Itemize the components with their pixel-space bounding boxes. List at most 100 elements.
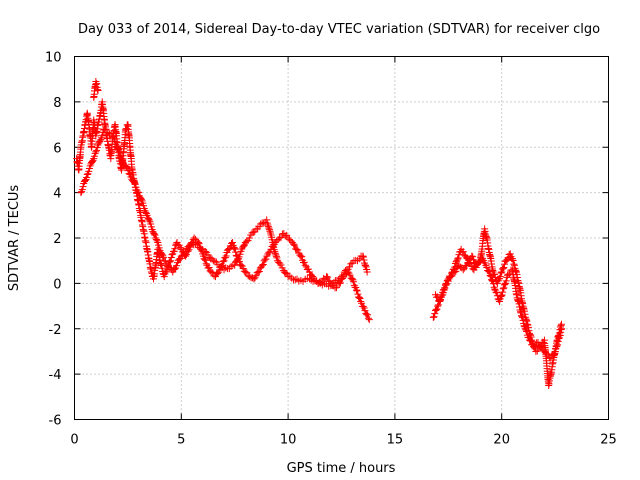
data-point bbox=[544, 350, 552, 358]
data-point bbox=[79, 183, 87, 191]
data-point bbox=[305, 275, 313, 283]
data-point bbox=[231, 261, 239, 269]
data-point bbox=[195, 244, 203, 252]
data-point bbox=[489, 280, 497, 288]
data-point bbox=[142, 210, 150, 218]
data-point bbox=[224, 246, 232, 254]
data-point bbox=[443, 280, 451, 288]
data-point bbox=[485, 268, 493, 276]
data-point bbox=[487, 273, 495, 281]
data-point bbox=[492, 288, 500, 296]
data-point bbox=[179, 251, 187, 259]
data-point bbox=[89, 156, 97, 164]
data-point bbox=[231, 245, 239, 253]
data-point bbox=[430, 313, 438, 321]
data-point bbox=[469, 253, 477, 261]
data-point bbox=[265, 224, 273, 232]
data-point bbox=[523, 328, 531, 336]
data-point bbox=[355, 294, 363, 302]
data-point bbox=[162, 268, 170, 276]
data-point bbox=[109, 132, 117, 140]
data-point bbox=[360, 256, 368, 264]
data-point bbox=[359, 302, 367, 310]
data-point bbox=[298, 253, 306, 261]
data-point bbox=[499, 285, 507, 293]
data-point bbox=[488, 276, 496, 284]
data-point bbox=[137, 195, 145, 203]
data-point bbox=[172, 240, 180, 248]
data-point bbox=[255, 268, 263, 276]
data-point bbox=[437, 293, 445, 301]
data-point bbox=[497, 293, 505, 301]
data-point bbox=[263, 216, 271, 224]
data-point bbox=[323, 273, 331, 281]
data-point bbox=[145, 216, 153, 224]
data-point bbox=[272, 252, 280, 260]
y-tick-label: -4 bbox=[49, 368, 62, 383]
data-point bbox=[432, 306, 440, 314]
data-point bbox=[227, 262, 235, 270]
data-point bbox=[554, 338, 562, 346]
data-point bbox=[118, 156, 126, 164]
x-tick-label: 25 bbox=[600, 433, 617, 448]
data-point bbox=[271, 248, 279, 256]
data-point bbox=[320, 274, 328, 282]
data-point bbox=[301, 261, 309, 269]
data-point bbox=[135, 189, 143, 197]
data-point bbox=[504, 254, 512, 262]
data-point bbox=[491, 271, 499, 279]
data-point bbox=[350, 278, 358, 286]
data-point bbox=[348, 275, 356, 283]
data-point bbox=[158, 261, 166, 269]
data-point bbox=[499, 265, 507, 273]
data-point bbox=[257, 220, 265, 228]
data-point bbox=[518, 312, 526, 320]
data-point bbox=[466, 259, 474, 267]
data-point bbox=[474, 259, 482, 267]
data-point bbox=[501, 280, 509, 288]
data-point bbox=[533, 347, 541, 355]
data-point bbox=[365, 316, 373, 324]
data-point bbox=[241, 268, 249, 276]
data-point bbox=[291, 241, 299, 249]
x-tick-label: 15 bbox=[387, 433, 404, 448]
data-point bbox=[192, 240, 200, 248]
data-point bbox=[202, 260, 210, 268]
data-point bbox=[117, 153, 125, 161]
y-tick-label: 4 bbox=[53, 187, 61, 202]
data-point bbox=[209, 269, 217, 277]
data-point bbox=[264, 223, 272, 231]
data-point bbox=[201, 255, 209, 263]
data-point bbox=[510, 260, 518, 268]
data-point bbox=[362, 309, 370, 317]
data-point bbox=[150, 230, 158, 238]
data-point bbox=[293, 245, 301, 253]
data-point bbox=[246, 273, 254, 281]
data-point bbox=[359, 253, 367, 261]
data-point bbox=[158, 264, 166, 272]
data-point bbox=[124, 167, 132, 175]
data-point bbox=[190, 234, 198, 242]
data-point bbox=[125, 170, 133, 178]
x-tick-label: 10 bbox=[280, 433, 297, 448]
data-point bbox=[553, 342, 561, 350]
data-point bbox=[468, 252, 476, 260]
data-point bbox=[454, 254, 462, 262]
data-point bbox=[436, 296, 444, 304]
data-point bbox=[502, 277, 510, 285]
data-point bbox=[359, 252, 367, 260]
data-point bbox=[243, 269, 251, 277]
data-point bbox=[260, 257, 268, 265]
data-point bbox=[339, 271, 347, 279]
data-point bbox=[205, 263, 213, 271]
data-point bbox=[491, 274, 499, 282]
data-point bbox=[214, 269, 222, 277]
data-point bbox=[525, 336, 533, 344]
data-point bbox=[129, 177, 137, 185]
data-point bbox=[294, 246, 302, 254]
data-point bbox=[536, 341, 544, 349]
data-point bbox=[543, 350, 551, 358]
x-tick-labels: 0 5 10 15 20 25 bbox=[70, 433, 616, 448]
data-point bbox=[364, 311, 372, 319]
